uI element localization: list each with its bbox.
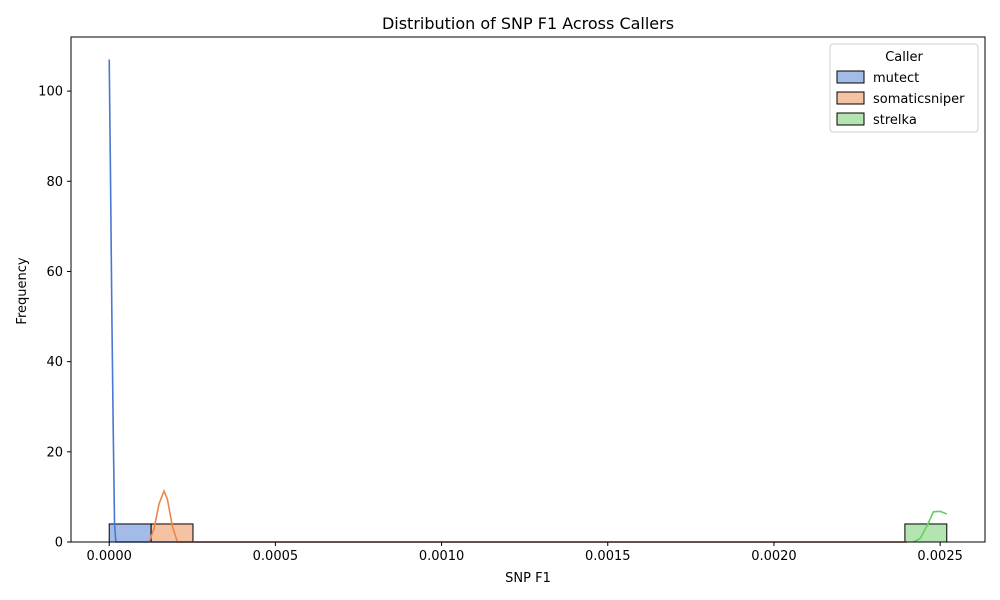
legend: Caller mutect somaticsniper strelka (829, 43, 979, 133)
legend-label-somaticsniper: somaticsniper (873, 92, 965, 107)
y-tick-label: 60 (46, 265, 63, 280)
x-tick-label: 0.0000 (86, 549, 132, 564)
x-tick-label: 0.0015 (585, 549, 631, 564)
y-tick-label: 80 (46, 175, 63, 190)
y-tick-label: 100 (38, 85, 63, 100)
x-tick-label: 0.0010 (419, 549, 465, 564)
y-axis: 0 20 40 60 80 100 (38, 85, 71, 551)
y-tick-label: 0 (55, 536, 63, 551)
legend-label-strelka: strelka (873, 113, 917, 128)
x-tick-label: 0.0025 (917, 549, 963, 564)
kde-line-strelka (913, 510, 948, 543)
legend-swatch-somaticsniper (836, 91, 865, 105)
plot-area (108, 59, 948, 543)
x-axis-title: SNP F1 (505, 571, 551, 586)
x-axis: 0.0000 0.0005 0.0010 0.0015 0.0020 0.0025 (86, 542, 963, 564)
x-tick-label: 0.0020 (751, 549, 797, 564)
y-tick-label: 20 (46, 445, 63, 460)
legend-title: Caller (885, 50, 923, 65)
kde-line-mutect (108, 59, 907, 543)
legend-swatch-mutect (836, 70, 865, 84)
y-tick-label: 40 (46, 355, 63, 370)
y-axis-title: Frequency (15, 257, 30, 324)
legend-label-mutect: mutect (873, 71, 919, 86)
kde-line-somaticsniper (148, 488, 907, 543)
legend-box (829, 43, 979, 133)
chart-title: Distribution of SNP F1 Across Callers (382, 14, 674, 33)
plot-frame (70, 36, 986, 543)
legend-swatch-strelka (836, 112, 865, 126)
x-tick-label: 0.0005 (253, 549, 299, 564)
